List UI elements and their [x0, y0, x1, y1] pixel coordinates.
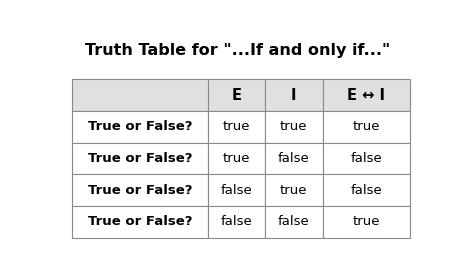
Text: false: false: [220, 184, 252, 196]
Bar: [72, 111, 207, 142]
Bar: [264, 142, 322, 174]
Text: true: true: [222, 152, 250, 165]
Bar: [264, 174, 322, 206]
Text: true: true: [280, 184, 307, 196]
Bar: [72, 142, 207, 174]
Bar: [322, 111, 410, 142]
Bar: [207, 174, 264, 206]
Bar: [72, 206, 207, 238]
Text: true: true: [352, 120, 379, 133]
Text: I: I: [290, 88, 296, 103]
Text: True or False?: True or False?: [88, 215, 192, 228]
Text: Truth Table for "...If and only if...": Truth Table for "...If and only if...": [85, 44, 389, 58]
Text: false: false: [277, 215, 309, 228]
Bar: [72, 79, 207, 111]
Text: false: false: [220, 215, 252, 228]
Bar: [322, 142, 410, 174]
Text: True or False?: True or False?: [88, 152, 192, 165]
Text: false: false: [277, 152, 309, 165]
Bar: [207, 79, 264, 111]
Bar: [264, 79, 322, 111]
Text: true: true: [222, 120, 250, 133]
Text: E: E: [231, 88, 241, 103]
Text: E ↔ I: E ↔ I: [347, 88, 385, 103]
Bar: [322, 206, 410, 238]
Bar: [207, 142, 264, 174]
Text: True or False?: True or False?: [88, 120, 192, 133]
Bar: [322, 174, 410, 206]
Text: false: false: [350, 184, 382, 196]
Text: True or False?: True or False?: [88, 184, 192, 196]
Bar: [322, 79, 410, 111]
Text: true: true: [280, 120, 307, 133]
Text: false: false: [350, 152, 382, 165]
Bar: [72, 174, 207, 206]
Bar: [207, 111, 264, 142]
Bar: [207, 206, 264, 238]
Text: true: true: [352, 215, 379, 228]
Bar: [264, 206, 322, 238]
Bar: [264, 111, 322, 142]
